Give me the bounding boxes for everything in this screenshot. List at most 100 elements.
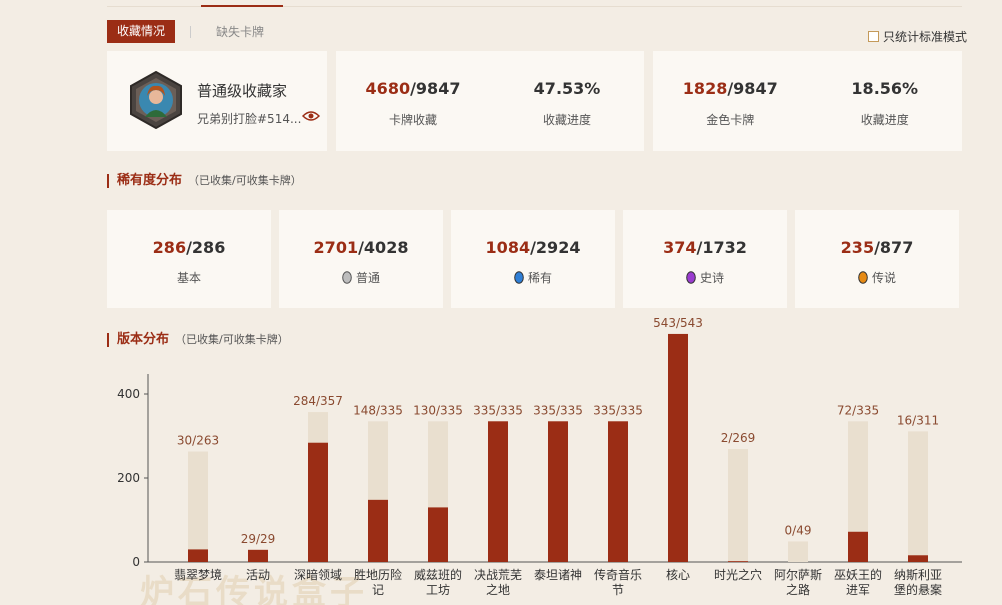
rarity-total: /2924 [530,238,581,257]
rarity-owned: 2701 [313,238,359,257]
bar-data-label: 30/263 [177,434,219,448]
bar-data-label: 72/335 [837,403,879,417]
bar-total [548,421,568,562]
bar-total [428,421,448,562]
golden-owned: 1828 [682,79,728,98]
bar-total [848,421,868,562]
bar-total [608,421,628,562]
golden-total: /9847 [727,79,778,98]
x-tick-label: 阿尔萨斯 [774,567,822,582]
rarity-total: /286 [186,238,226,257]
bar-total [728,449,748,562]
top-divider-accent [201,5,283,7]
cards-total: /9847 [410,79,461,98]
rarity-total: /1732 [696,238,747,257]
bar-data-label: 148/335 [353,403,403,417]
y-tick-label: 0 [132,555,140,569]
rarity-card-common: 2701/4028 普通 [279,210,443,308]
version-subtitle: （已收集/可收集卡牌） [175,333,289,346]
bar-owned [488,421,508,562]
rarity-label: 史诗 [699,271,724,285]
golden-label: 金色卡牌 [706,113,755,127]
watermark-logo: 炉石传说盒子 [140,573,368,605]
x-tick-label: 核心 [666,568,690,582]
tab-bar: 收藏情况 缺失卡牌 [107,20,264,43]
golden-card: 1828/9847 金色卡牌 18.56% 收藏进度 [653,51,962,151]
bar-owned [848,531,868,562]
rarity-card-rare: 1084/2924 稀有 [451,210,615,308]
epic-gem-icon [686,271,696,284]
rarity-owned: 374 [663,238,697,257]
bar-data-label: 130/335 [413,403,463,417]
bar-data-label: 29/29 [241,532,276,546]
tab-collection[interactable]: 收藏情况 [107,20,176,43]
cards-stat: 4680/9847 卡牌收藏 [336,51,490,151]
bar-owned [308,442,328,562]
cards-label: 卡牌收藏 [388,113,437,127]
standard-mode-label: 只统计标准模式 [883,30,968,44]
bar-data-label: 0/49 [785,523,812,537]
version-title: 版本分布 [117,332,170,347]
rarity-card-legendary: 235/877 传说 [795,210,959,308]
x-tick-label: 堡的悬案 [894,582,942,597]
x-tick-label: 传奇音乐 [594,567,642,582]
progress-stat: 47.53% 收藏进度 [490,51,644,151]
rarity-card-basic: 286/286 基本 [107,210,271,308]
x-tick-label: 节 [612,583,624,597]
rarity-total: /4028 [358,238,409,257]
bar-total [908,431,928,562]
profile-card: 普通级收藏家 兄弟别打脸#514... [107,51,327,151]
y-tick-label: 400 [117,387,140,401]
bar-data-label: 2/269 [721,431,756,445]
bar-data-label: 335/335 [593,403,643,417]
top-divider [107,5,962,7]
tab-separator [190,25,192,38]
bar-owned [908,555,928,562]
bar-data-label: 543/543 [653,316,703,330]
version-section-title: 版本分布 （已收集/可收集卡牌） [107,333,289,347]
bar-total [308,412,328,562]
x-tick-label: 之地 [486,583,510,597]
progress-label: 收藏进度 [542,113,591,127]
bar-owned [668,333,688,562]
cards-owned: 4680 [365,79,411,98]
tab-missing-cards[interactable]: 缺失卡牌 [216,25,265,39]
collection-card: 4680/9847 卡牌收藏 47.53% 收藏进度 [336,51,644,151]
bar-owned [608,421,628,562]
x-tick-label: 记 [372,583,384,597]
x-tick-label: 泰坦诸神 [534,568,582,582]
bar-data-label: 335/335 [473,403,523,417]
progress-value: 47.53% [533,79,601,98]
rarity-label: 基本 [176,271,201,285]
rarity-section-title: 稀有度分布 （已收集/可收集卡牌） [107,174,302,188]
rarity-owned: 286 [152,238,187,257]
bar-total [788,541,808,562]
common-gem-icon [342,271,352,284]
bar-total [488,421,508,562]
bar-total [368,421,388,562]
legendary-gem-icon [858,271,868,284]
bar-data-label: 284/357 [293,394,343,408]
bar-owned [548,421,568,562]
x-tick-label: 决战荒芜 [474,568,522,582]
golden-stat: 1828/9847 金色卡牌 [653,51,808,151]
x-tick-label: 之路 [786,582,810,597]
x-tick-label: 工坊 [426,582,450,597]
bar-total [188,451,208,562]
rare-gem-icon [514,271,524,284]
bar-owned [368,499,388,562]
rarity-subtitle: （已收集/可收集卡牌） [188,174,302,187]
checkbox-box[interactable] [868,31,879,42]
avatar [130,71,182,129]
rarity-label: 普通 [355,271,380,285]
rarity-label: 稀有 [527,271,552,285]
x-tick-label: 巫妖王的 [834,567,882,582]
eye-icon[interactable] [302,110,320,122]
rarity-total: /877 [874,238,914,257]
bar-owned [248,549,268,562]
rarity-owned: 1084 [485,238,531,257]
username: 兄弟别打脸#514... [197,112,302,126]
bar-total [248,549,268,562]
x-tick-label: 进军 [846,583,870,597]
standard-mode-checkbox[interactable]: 只统计标准模式 [868,28,967,45]
